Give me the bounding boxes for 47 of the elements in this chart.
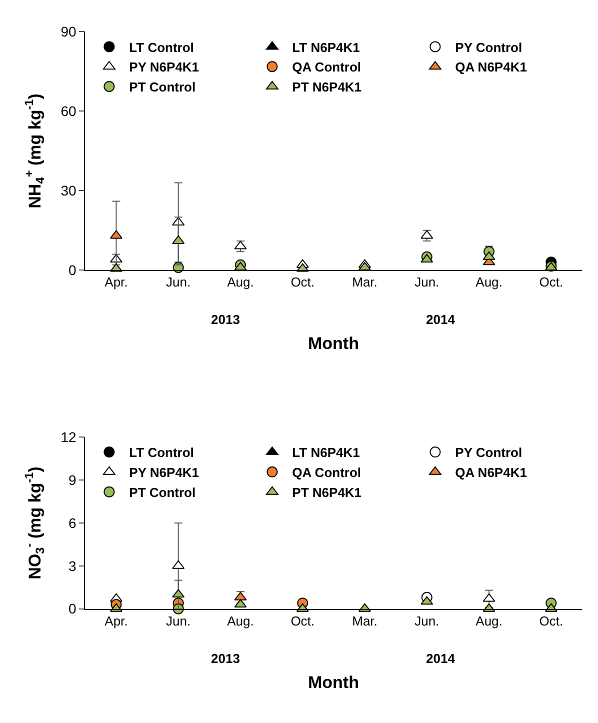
- x-tick-label: Oct.: [539, 613, 564, 628]
- legend-label: QA N6P4K1: [455, 60, 527, 75]
- legend-label: PY N6P4K1: [129, 60, 200, 75]
- x-tick-label: Oct.: [290, 274, 315, 290]
- legend-label: LT Control: [129, 40, 194, 55]
- legend-label: PY Control: [455, 40, 522, 55]
- y-tick-label: 12: [60, 428, 77, 445]
- x-tick-label: Aug.: [227, 613, 254, 628]
- y-tick-label: 9: [68, 472, 77, 488]
- x-tick-label: Apr.: [104, 274, 128, 290]
- legend-label: PY Control: [455, 445, 522, 460]
- legend-label: LT N6P4K1: [292, 40, 360, 55]
- text: 2013: [211, 312, 240, 327]
- legend-label: QA N6P4K1: [455, 464, 527, 480]
- x-axis-title: Month: [308, 334, 359, 353]
- y-tick-label: 3: [68, 558, 77, 574]
- text: 2014: [426, 651, 456, 666]
- legend-label: PT N6P4K1: [292, 484, 362, 500]
- y-tick-label: 30: [60, 182, 77, 199]
- legend-label: PT N6P4K1: [292, 80, 362, 95]
- legend-label: QA Control: [292, 464, 362, 480]
- x-tick-label: Aug.: [227, 274, 254, 290]
- x-tick-label: Mar.: [352, 613, 378, 628]
- legend-label: PT Control: [129, 80, 196, 95]
- x-tick-label: Aug.: [476, 274, 502, 290]
- legend-label: LT Control: [129, 445, 194, 460]
- text: 2014: [426, 312, 456, 327]
- legend-label: QA Control: [292, 60, 362, 75]
- x-tick-label: Jun.: [166, 613, 191, 628]
- y-tick-label: 6: [68, 514, 77, 531]
- x-tick-label: Jun.: [166, 274, 191, 290]
- legend-label: PY N6P4K1: [129, 464, 200, 480]
- x-axis-title: Month: [308, 673, 359, 692]
- x-tick-label: Apr.: [104, 613, 128, 628]
- y-tick-label: 0: [68, 600, 77, 617]
- x-tick-label: Aug.: [476, 613, 502, 628]
- x-tick-label: Oct.: [290, 613, 315, 628]
- x-tick-label: Jun.: [414, 613, 440, 628]
- y-tick-label: 60: [60, 103, 77, 120]
- text: 2013: [211, 651, 240, 666]
- legend-label: LT N6P4K1: [292, 445, 360, 460]
- y-tick-label: 0: [68, 262, 77, 278]
- x-tick-label: Jun.: [414, 274, 440, 290]
- legend-label: PT Control: [129, 484, 196, 500]
- y-tick-label: 90: [60, 24, 77, 40]
- x-tick-label: Oct.: [539, 274, 564, 290]
- x-tick-label: Mar.: [352, 274, 378, 290]
